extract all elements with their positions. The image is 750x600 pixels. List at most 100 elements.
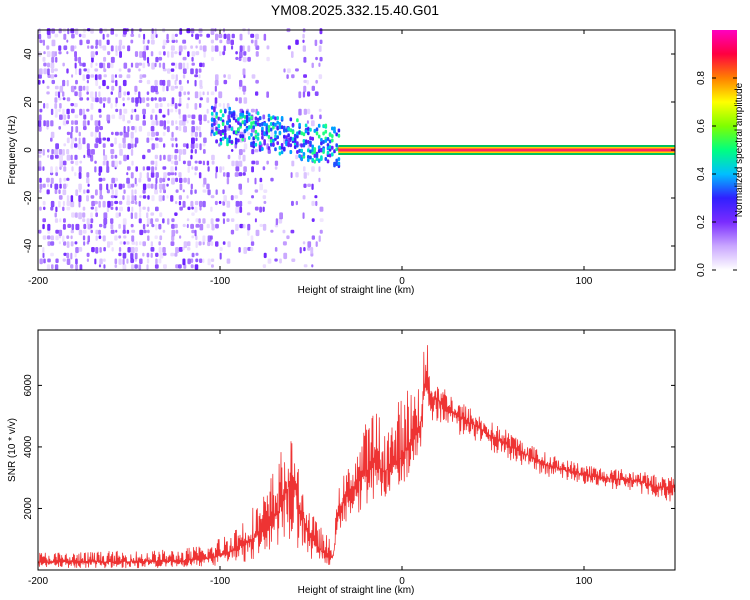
spectrogram-cell bbox=[183, 45, 187, 50]
spectrogram-cell bbox=[182, 68, 187, 74]
spectrogram-cell bbox=[91, 97, 96, 102]
spectrogram-cell bbox=[218, 103, 222, 107]
spectrogram-cell bbox=[198, 114, 202, 121]
spectrogram-cell bbox=[106, 33, 110, 38]
spectrogram-cell bbox=[303, 166, 306, 172]
spectrogram-cell bbox=[130, 131, 134, 139]
spectrogram-cell bbox=[79, 39, 83, 46]
spectrogram-cell bbox=[199, 223, 204, 231]
spectrogram-cell bbox=[331, 138, 334, 143]
spectrogram-cell bbox=[167, 177, 170, 181]
spectrogram-cell bbox=[191, 212, 195, 216]
spectrogram-cell bbox=[258, 147, 262, 152]
spectrogram-cell bbox=[317, 149, 321, 153]
spectrogram-cell bbox=[328, 139, 332, 144]
spectrogram-cell bbox=[170, 166, 174, 173]
spectrogram-cell bbox=[269, 127, 273, 132]
spectrogram-cell bbox=[74, 143, 78, 148]
spectrogram-cell bbox=[167, 172, 171, 176]
spectrogram-cell bbox=[170, 154, 174, 159]
spectrogram-cell bbox=[324, 157, 328, 161]
spectrogram-cell bbox=[158, 97, 162, 102]
spectrogram-cell bbox=[182, 258, 186, 266]
spectrogram-cell bbox=[63, 183, 67, 189]
y-tick-label: 4000 bbox=[23, 435, 34, 458]
spectrogram-cell bbox=[252, 136, 255, 141]
spectrogram-cell bbox=[138, 200, 141, 207]
spectrogram-cell bbox=[194, 149, 197, 154]
spectrogram-cell bbox=[119, 51, 122, 58]
spectrogram-cell bbox=[250, 247, 254, 252]
spectrogram-cell bbox=[313, 153, 317, 158]
spectrogram-cell bbox=[98, 91, 101, 97]
spectrogram-cell bbox=[211, 154, 215, 161]
spectrogram-cell bbox=[43, 103, 46, 109]
spectrogram-cell bbox=[159, 252, 164, 259]
spectrogram-cell bbox=[190, 131, 194, 137]
spectrogram-cell bbox=[230, 113, 234, 118]
spectrogram-cell bbox=[70, 45, 75, 52]
spectrogram-cell bbox=[167, 51, 170, 58]
spectrogram-cell bbox=[241, 120, 245, 125]
spectrogram-cell bbox=[187, 206, 191, 211]
spectrogram-cell bbox=[47, 33, 52, 39]
spectrogram-cell bbox=[166, 126, 170, 133]
spectrogram-cell bbox=[238, 183, 242, 190]
spectrogram-cell bbox=[302, 195, 306, 200]
spectrogram-cell bbox=[320, 157, 323, 161]
spectrogram-cell bbox=[78, 189, 82, 193]
spectrogram-cell bbox=[78, 131, 81, 137]
spectrogram-cell bbox=[38, 166, 42, 171]
spectrogram-cell bbox=[210, 39, 214, 44]
spectrogram-cell bbox=[122, 137, 126, 144]
spectrogram-cell bbox=[158, 108, 162, 114]
spectrogram-cell bbox=[134, 189, 137, 195]
spectrogram-cell bbox=[311, 85, 315, 91]
spectrogram-cell bbox=[186, 79, 189, 84]
spectrogram-cell bbox=[110, 103, 113, 109]
spectrogram-cell bbox=[163, 143, 166, 148]
spectrogram-cell bbox=[174, 212, 178, 216]
spectrogram-cell bbox=[90, 51, 95, 58]
spectrogram-cell bbox=[182, 223, 186, 228]
spectrogram-cell bbox=[174, 149, 179, 154]
spectrogram-cell bbox=[242, 172, 246, 176]
spectrogram-cell bbox=[167, 154, 172, 162]
spectrogram-cell bbox=[94, 68, 99, 72]
spectrogram-cell bbox=[183, 241, 188, 249]
spectrogram-cell bbox=[130, 247, 135, 254]
spectrogram-cell bbox=[280, 150, 284, 155]
spectrogram-cell bbox=[190, 149, 194, 154]
spectrogram-cell bbox=[278, 125, 282, 130]
spectrogram-cell bbox=[178, 126, 182, 132]
spectrogram-cell bbox=[241, 137, 245, 142]
spectrogram-cell bbox=[71, 223, 74, 231]
spectrogram-cell bbox=[74, 172, 77, 177]
spectrogram-cell bbox=[175, 126, 179, 131]
spectrogram-cell bbox=[146, 212, 149, 219]
spectrogram-cell bbox=[171, 223, 175, 229]
y-tick-label: 2000 bbox=[23, 497, 34, 520]
spectrogram-cell bbox=[170, 252, 175, 257]
spectrogram-cell bbox=[106, 206, 110, 213]
spectrogram-cell bbox=[215, 130, 218, 135]
spectrogram-cell bbox=[198, 74, 201, 79]
spectrogram-cell bbox=[287, 133, 290, 138]
spectrogram-cell bbox=[309, 140, 312, 145]
spectrogram-cell bbox=[178, 103, 182, 107]
spectrogram-cell bbox=[54, 154, 59, 159]
spectrogram-cell bbox=[134, 51, 139, 57]
spectrogram-cell bbox=[111, 160, 115, 168]
spectrogram-cell bbox=[190, 258, 194, 263]
spectrogram-cell bbox=[171, 39, 176, 43]
spectrogram-cell bbox=[50, 131, 55, 139]
spectrogram-cell bbox=[267, 135, 271, 139]
spectrogram-cell bbox=[211, 223, 215, 231]
spectrogram-cell bbox=[215, 218, 220, 222]
spectrogram-cell bbox=[217, 130, 221, 135]
spectrogram-cell bbox=[74, 114, 79, 119]
spectrogram-cell bbox=[50, 206, 54, 211]
spectrogram-cell bbox=[226, 218, 230, 222]
